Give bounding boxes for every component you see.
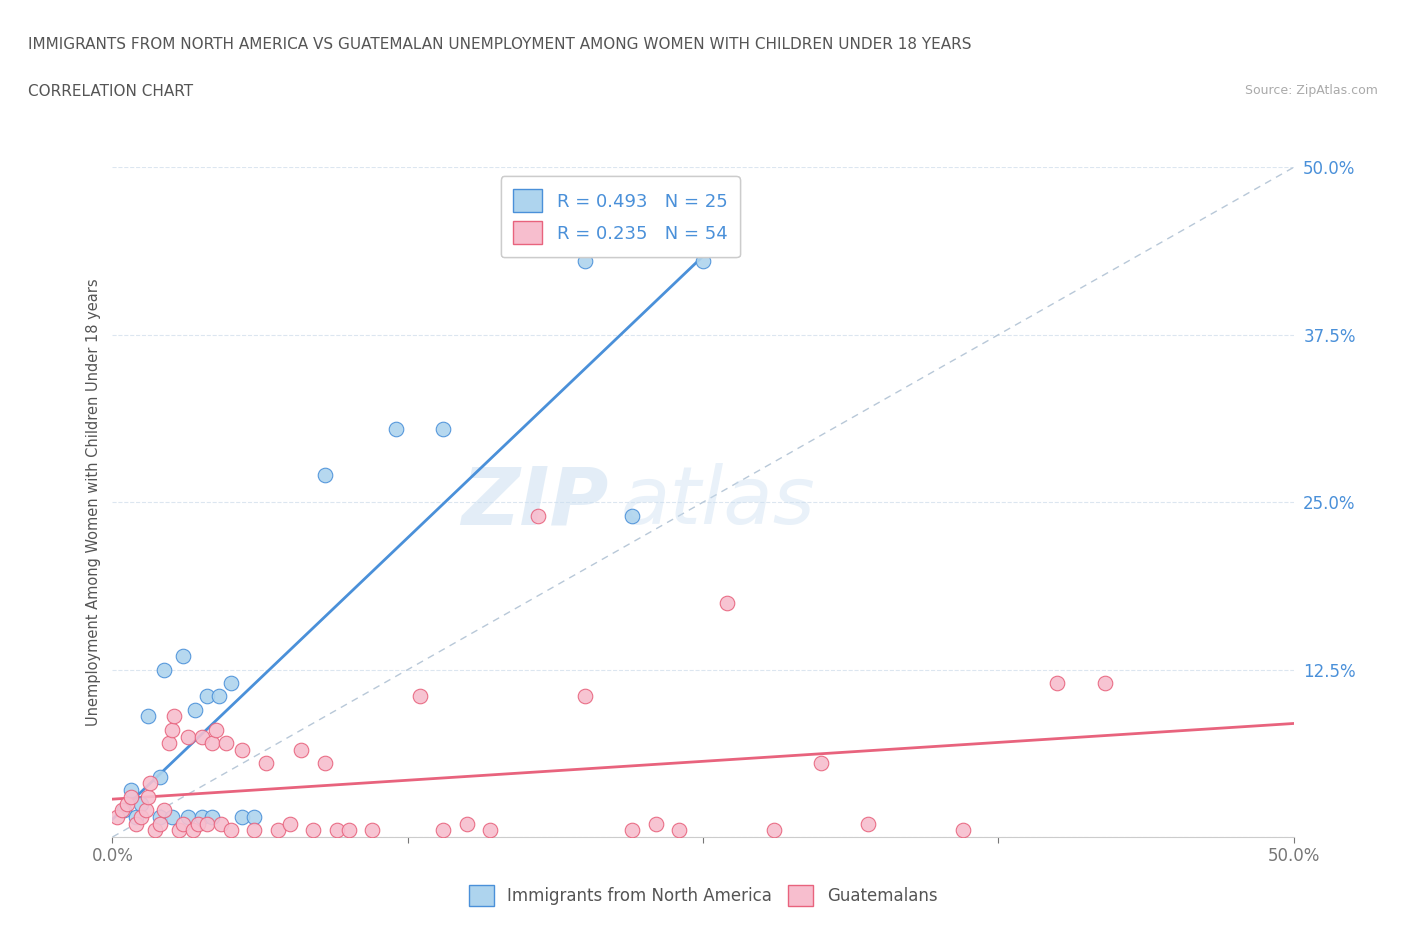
Point: [278, 817, 301, 831]
Point: [191, 809, 214, 824]
Point: [160, 809, 183, 824]
Point: [181, 823, 204, 838]
Point: [243, 809, 266, 824]
Point: [302, 823, 325, 838]
Point: [149, 817, 172, 831]
Point: [167, 823, 190, 838]
Legend: Immigrants from North America, Guatemalans: Immigrants from North America, Guatemala…: [463, 879, 943, 912]
Point: [105, 809, 128, 824]
Point: [385, 421, 408, 436]
Point: [456, 817, 478, 831]
Point: [153, 662, 176, 677]
Point: [139, 776, 162, 790]
Point: [136, 790, 159, 804]
Point: [290, 742, 312, 757]
Point: [1046, 675, 1069, 690]
Point: [858, 817, 880, 831]
Point: [215, 736, 238, 751]
Point: [195, 817, 218, 831]
Text: ZIP: ZIP: [461, 463, 609, 541]
Point: [184, 702, 207, 717]
Text: CORRELATION CHART: CORRELATION CHART: [28, 84, 193, 99]
Point: [326, 823, 349, 838]
Point: [692, 254, 714, 269]
Point: [157, 736, 180, 751]
Point: [143, 823, 166, 838]
Point: [526, 508, 548, 523]
Point: [208, 689, 231, 704]
Point: [209, 817, 232, 831]
Point: [172, 817, 194, 831]
Point: [361, 823, 384, 838]
Point: [314, 756, 336, 771]
Point: [163, 709, 186, 724]
Point: [231, 809, 253, 824]
Point: [149, 809, 172, 824]
Point: [952, 823, 974, 838]
Point: [125, 809, 148, 824]
Point: [129, 809, 152, 824]
Point: [621, 508, 644, 523]
Point: [254, 756, 277, 771]
Y-axis label: Unemployment Among Women with Children Under 18 years: Unemployment Among Women with Children U…: [86, 278, 101, 726]
Point: [810, 756, 832, 771]
Point: [205, 723, 228, 737]
Point: [120, 783, 142, 798]
Legend: R = 0.493   N = 25, R = 0.235   N = 54: R = 0.493 N = 25, R = 0.235 N = 54: [501, 177, 740, 257]
Point: [153, 803, 176, 817]
Point: [172, 649, 194, 664]
Point: [129, 796, 152, 811]
Point: [125, 817, 148, 831]
Point: [195, 689, 218, 704]
Point: [136, 709, 159, 724]
Point: [267, 823, 290, 838]
Point: [115, 796, 138, 811]
Point: [219, 675, 242, 690]
Point: [231, 742, 253, 757]
Point: [135, 803, 157, 817]
Point: [314, 468, 336, 483]
Point: [120, 790, 142, 804]
Point: [191, 729, 214, 744]
Point: [186, 817, 208, 831]
Point: [177, 729, 200, 744]
Point: [201, 809, 224, 824]
Point: [668, 823, 690, 838]
Text: Source: ZipAtlas.com: Source: ZipAtlas.com: [1244, 84, 1378, 97]
Point: [149, 769, 172, 784]
Point: [201, 736, 224, 751]
Point: [408, 689, 430, 704]
Point: [762, 823, 785, 838]
Point: [432, 421, 454, 436]
Point: [1094, 675, 1116, 690]
Point: [111, 803, 134, 817]
Point: [479, 823, 502, 838]
Point: [432, 823, 454, 838]
Point: [574, 689, 596, 704]
Point: [112, 803, 135, 817]
Point: [177, 809, 200, 824]
Point: [160, 723, 183, 737]
Point: [574, 254, 596, 269]
Point: [621, 823, 644, 838]
Point: [716, 595, 738, 610]
Point: [243, 823, 266, 838]
Point: [644, 817, 666, 831]
Point: [219, 823, 242, 838]
Text: atlas: atlas: [620, 463, 815, 541]
Text: IMMIGRANTS FROM NORTH AMERICA VS GUATEMALAN UNEMPLOYMENT AMONG WOMEN WITH CHILDR: IMMIGRANTS FROM NORTH AMERICA VS GUATEMA…: [28, 37, 972, 52]
Point: [337, 823, 360, 838]
